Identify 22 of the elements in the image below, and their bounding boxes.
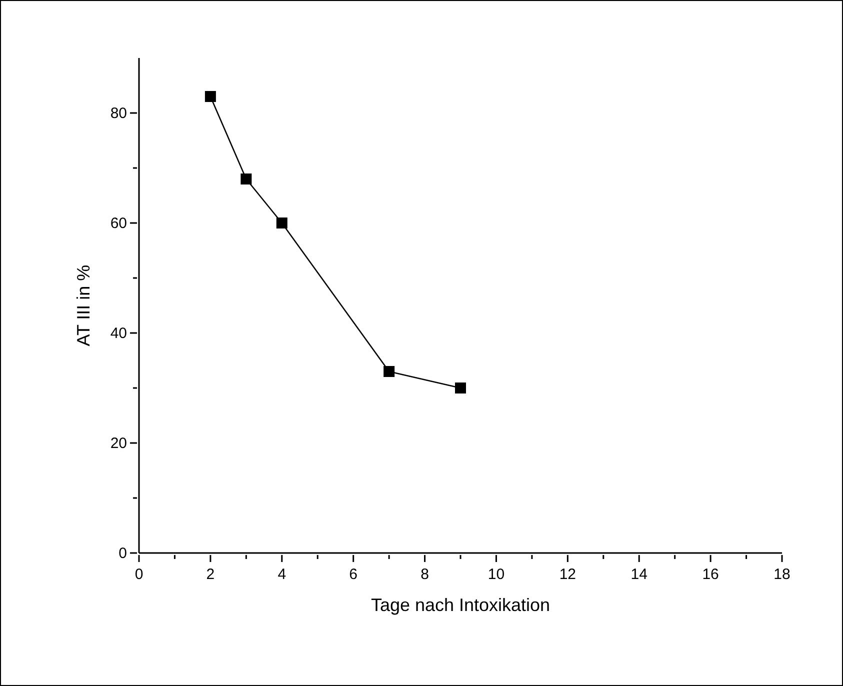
point (455, 382, 466, 394)
x-tick-label: 8 (420, 566, 429, 583)
x-tick-label: 6 (349, 566, 358, 583)
x-tick-label: 0 (134, 566, 144, 583)
x-tick-label: 2 (206, 566, 215, 583)
y-tick-label: 40 (110, 325, 127, 342)
x-tick-label: 14 (630, 566, 648, 583)
y-tick-label: 60 (110, 215, 127, 232)
x-tick-label: 18 (774, 566, 790, 583)
point (240, 174, 252, 184)
x-tick-label: 10 (488, 566, 505, 583)
x-axis-title: Tage nach Intoxikation (370, 595, 550, 615)
point (204, 91, 216, 102)
point (384, 366, 395, 377)
y-tick-label: 20 (110, 435, 127, 452)
point (276, 218, 288, 228)
x-tick-label: 16 (702, 566, 719, 583)
y-axis-title: AT III in % (73, 264, 94, 346)
y-tick-label: 0 (118, 545, 127, 562)
y-tick-label: 80 (110, 105, 127, 122)
x-tick-label: 4 (278, 566, 286, 583)
x-tick-label: 12 (559, 566, 576, 583)
